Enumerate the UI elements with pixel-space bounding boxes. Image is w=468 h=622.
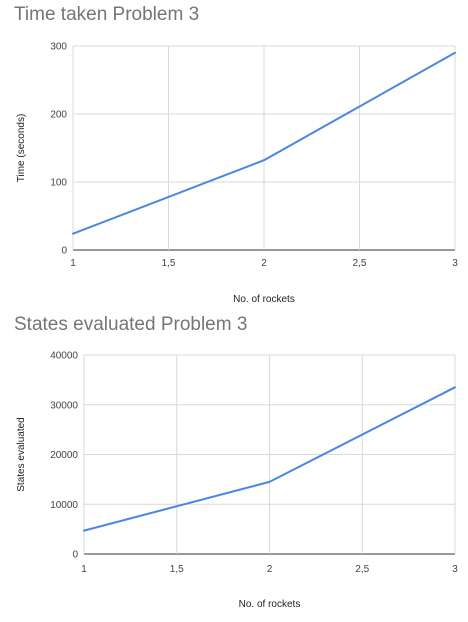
x-tick-label: 3: [452, 258, 458, 269]
y-axis-title: Time (seconds): [16, 114, 27, 183]
x-tick-label: 1: [81, 564, 87, 575]
y-tick-label: 20000: [50, 450, 78, 461]
states-evaluated-chart: States evaluated Problem 3 0 10000 20000 30…: [0, 310, 468, 622]
states-evaluated-plot: 0 10000 20000 30000 40000 1 1,5 2 2,5 3 No. of roc…: [16, 351, 458, 611]
y-axis-title: States evaluated: [16, 417, 27, 492]
time-taken-chart: Time taken Problem 3 0 100 200 300 1 1,5 2 2,5 3…: [0, 0, 468, 310]
x-tick-label: 2: [267, 564, 273, 575]
y-tick-label: 40000: [50, 351, 78, 362]
x-tick-label: 1: [70, 258, 76, 269]
y-tick-label: 200: [50, 110, 67, 121]
series-line: [72, 51, 456, 235]
chart-title: Time taken Problem 3: [14, 4, 200, 25]
y-tick-label: 0: [72, 550, 78, 561]
x-tick-label: 2,5: [355, 564, 369, 575]
y-tick-label: 30000: [50, 400, 78, 411]
x-tick-label: 1,5: [162, 258, 176, 269]
x-tick-label: 2,5: [353, 258, 367, 269]
x-tick-label: 1,5: [170, 564, 184, 575]
time-taken-plot: 0 100 200 300 1 1,5 2 2,5 3 No. of rockets Time (s…: [16, 42, 458, 306]
x-tick-label: 3: [452, 564, 458, 575]
y-tick-label: 0: [61, 246, 67, 257]
x-axis-title: No. of rockets: [233, 294, 295, 305]
x-axis-title: No. of rockets: [239, 599, 301, 610]
x-tick-label: 2: [261, 258, 267, 269]
series-line: [83, 386, 456, 532]
y-tick-label: 100: [50, 178, 67, 189]
y-tick-label: 300: [50, 42, 67, 53]
chart-title: States evaluated Problem 3: [14, 314, 248, 335]
y-tick-label: 10000: [50, 500, 78, 511]
